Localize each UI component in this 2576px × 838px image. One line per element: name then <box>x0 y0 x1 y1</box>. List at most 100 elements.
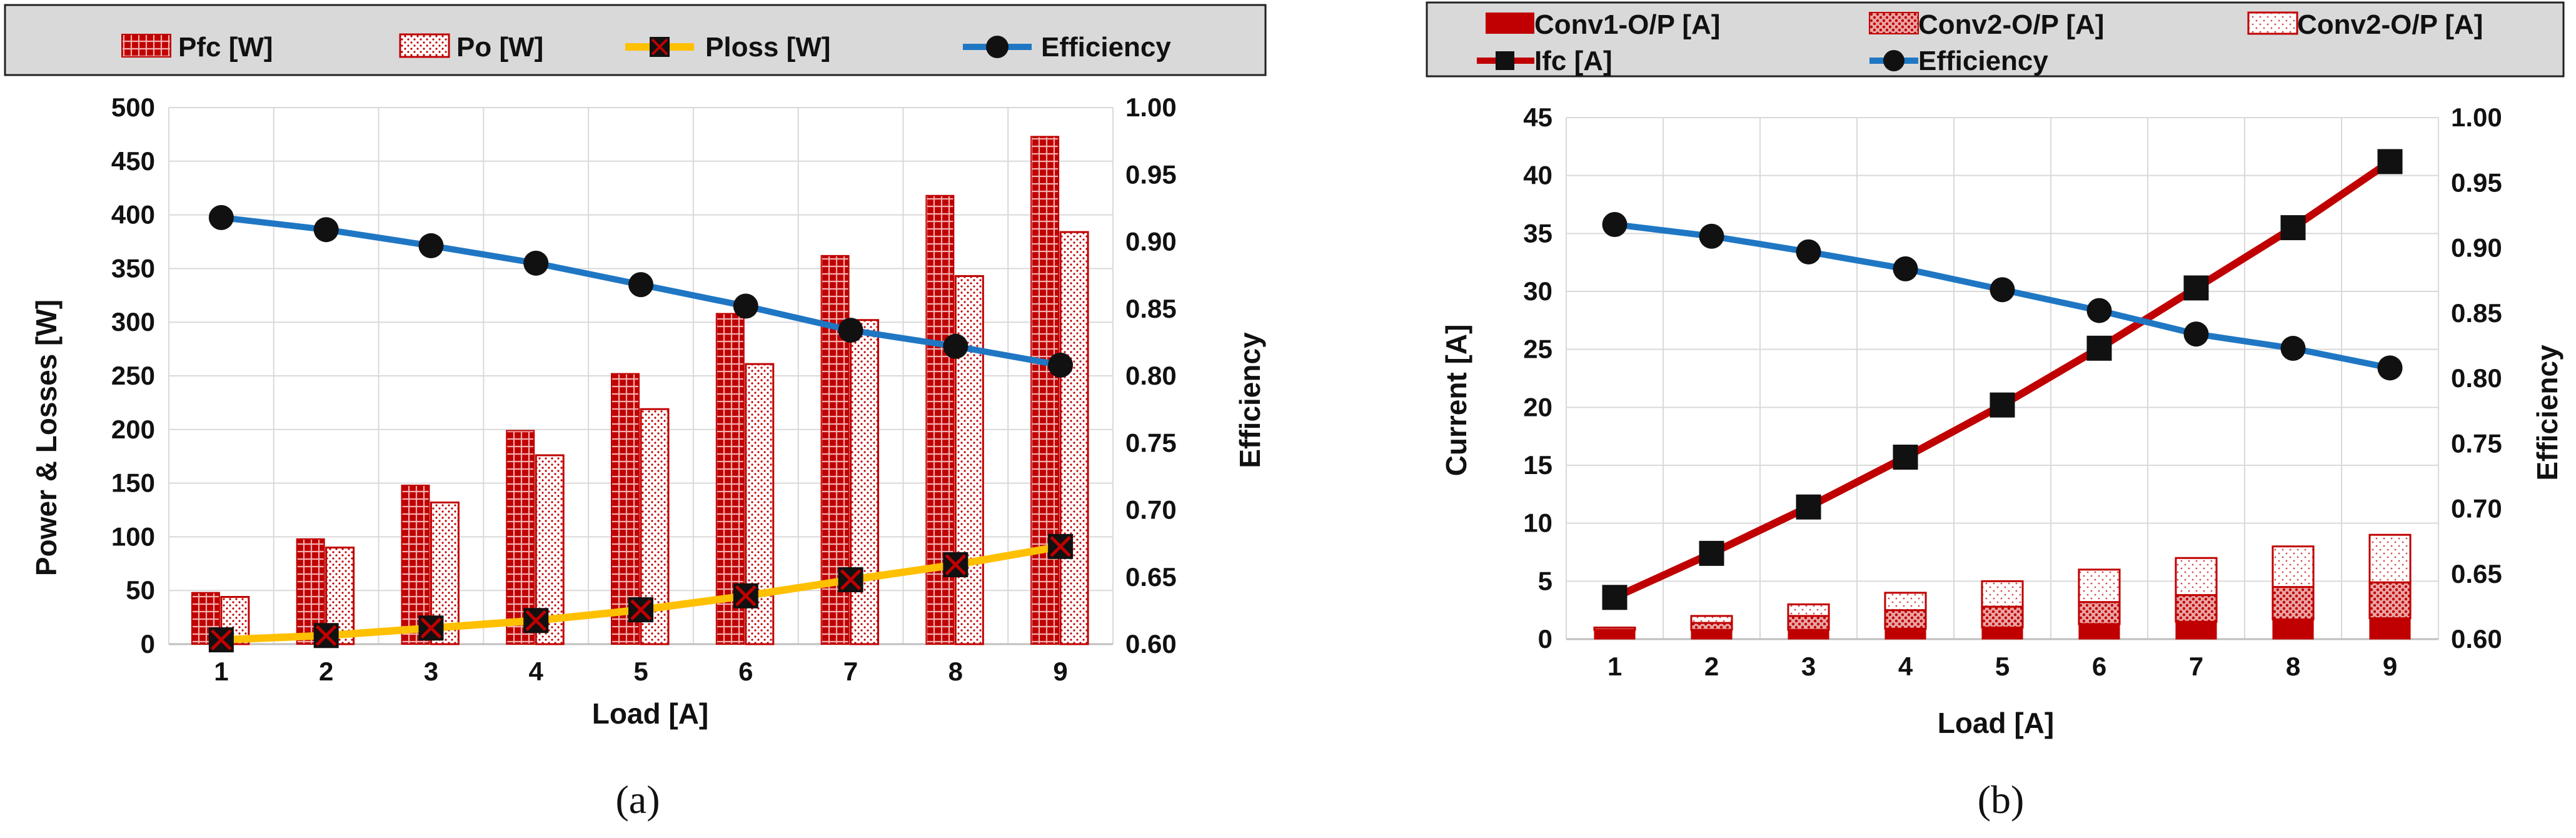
legend-swatch-conv1 <box>1486 13 1534 34</box>
marker-ifc <box>1602 585 1628 610</box>
y2-tick-label: 0.90 <box>2451 233 2502 263</box>
bar-conv2-light <box>2078 568 2121 603</box>
legend-label-pfc: Pfc [W] <box>178 32 273 63</box>
bar-pfc <box>1030 136 1060 645</box>
x-tick-label: 9 <box>1053 657 1067 686</box>
bar-conv2-light <box>1787 603 1830 617</box>
bar-pfc <box>191 592 220 645</box>
bar-conv2-light <box>2368 533 2412 583</box>
x-axis-title-a: Load [A] <box>592 697 709 730</box>
x-tick-label: 2 <box>319 657 333 686</box>
bar-conv1 <box>2272 618 2314 640</box>
marker-cross <box>525 610 546 632</box>
y2-tick-label: 1.00 <box>2451 103 2502 132</box>
marker-ifc <box>2377 149 2403 174</box>
x-tick-label: 6 <box>2092 652 2106 681</box>
marker-efficiency <box>733 293 758 319</box>
bar-conv2-light <box>1690 615 1733 624</box>
marker-cross <box>840 569 862 590</box>
y-tick-label: 15 <box>1523 450 1552 480</box>
x-tick-label: 5 <box>633 657 648 686</box>
ticks-a: 0 50 100 150 200 250 300 350 400 450 500 0.60 0.65 0.… <box>111 93 1177 686</box>
marker-efficiency <box>1048 352 1074 378</box>
marker-cross <box>735 585 757 607</box>
marker-efficiency <box>838 318 863 343</box>
line-ifc <box>1613 158 2392 601</box>
marker-ifc <box>2086 335 2112 361</box>
legend-b: Conv1-O/P [A] Conv2-O/P [A] Conv2-O/P [A… <box>1426 1 2565 78</box>
chart-panel-a: Pfc [W] Po [W] Ploss [W] Efficiency 0 50 1… <box>4 4 1267 822</box>
marker-efficiency <box>1990 277 2015 303</box>
y-tick-label: 0 <box>141 629 155 659</box>
x-tick-label: 8 <box>2286 652 2300 681</box>
marker-efficiency <box>2183 321 2209 347</box>
bar-conv2-light <box>1884 592 1927 612</box>
marker-efficiency <box>523 250 549 276</box>
y-tick-label: 35 <box>1523 218 1552 248</box>
marker-cross <box>1050 536 1071 557</box>
bar-conv2-dense <box>2272 586 2315 620</box>
y2-tick-label: 0.65 <box>1125 562 1177 592</box>
marker-efficiency <box>943 333 969 359</box>
marker-cross <box>315 625 337 647</box>
y2-tick-label: 0.75 <box>1125 428 1177 457</box>
y2-tick-label: 1.00 <box>1125 93 1177 122</box>
bar-conv2-dense <box>1884 609 1927 630</box>
marker-ploss <box>523 608 549 634</box>
legend-a: Pfc [W] Po [W] Ploss [W] Efficiency <box>4 4 1267 76</box>
y-tick-label: 350 <box>111 253 155 283</box>
caption-b: (b) <box>1978 777 2025 822</box>
y-tick-label: 200 <box>111 415 155 444</box>
bar-conv2-dense <box>2175 594 2218 623</box>
y2-axis-title-a: Efficiency <box>1234 332 1266 468</box>
legend-label-ploss: Ploss [W] <box>705 32 830 63</box>
lines-b <box>1602 149 2403 610</box>
x-axis-title-b: Load [A] <box>1938 707 2055 739</box>
legend-swatch-conv2b <box>2247 11 2298 35</box>
marker-ploss <box>1048 533 1074 559</box>
marker-ploss <box>418 615 444 641</box>
legend-swatch-conv2a <box>1869 12 1919 34</box>
x-tick-label: 5 <box>1995 652 2010 681</box>
legend-label-conv2a: Conv2-O/P [A] <box>1918 9 2104 40</box>
legend-marker-ploss <box>650 37 670 57</box>
y-axis-title-a: Power & Losses [W] <box>30 300 63 576</box>
bar-conv1 <box>1594 629 1636 640</box>
y2-tick-label: 0.85 <box>2451 298 2502 328</box>
marker-efficiency <box>2377 355 2403 381</box>
marker-ifc <box>2183 275 2209 301</box>
y-tick-label: 300 <box>111 307 155 336</box>
marker-ifc <box>1796 494 1821 520</box>
y2-axis-title-b: Efficiency <box>2531 345 2563 481</box>
legend-swatch-pfc <box>121 34 171 58</box>
x-tick-label: 9 <box>2383 652 2397 681</box>
chart-panel-b: Conv1-O/P [A] Conv2-O/P [A] Conv2-O/P [A… <box>1426 1 2565 822</box>
y2-tick-label: 0.95 <box>2451 168 2502 197</box>
marker-efficiency <box>1796 239 1821 265</box>
y-tick-label: 30 <box>1523 276 1552 306</box>
x-tick-label: 4 <box>1898 652 1913 681</box>
y-tick-label: 25 <box>1523 335 1552 364</box>
marker-ploss <box>313 623 339 649</box>
bars-b <box>1593 533 2412 640</box>
lines-a <box>208 204 1074 653</box>
bar-conv1 <box>2369 618 2411 640</box>
marker-ploss <box>943 552 969 578</box>
marker-efficiency <box>313 217 339 243</box>
bar-conv2-dense <box>2078 601 2121 625</box>
x-tick-label: 6 <box>738 657 753 686</box>
y-axis-title-b: Current [A] <box>1440 325 1472 477</box>
marker-efficiency <box>208 204 234 230</box>
y-tick-label: 45 <box>1523 103 1552 132</box>
bar-po <box>954 275 984 645</box>
bar-conv2-light <box>1981 580 2024 608</box>
marker-efficiency <box>1893 256 1918 281</box>
bar-po <box>850 319 880 645</box>
y2-tick-label: 0.65 <box>2451 559 2502 588</box>
marker-cross <box>630 599 652 620</box>
bar-conv1 <box>1788 629 1829 640</box>
x-tick-label: 4 <box>529 657 544 686</box>
bar-conv2-dense <box>1787 615 1830 631</box>
marker-ifc <box>1893 445 1918 470</box>
marker-ifc <box>2280 215 2306 241</box>
